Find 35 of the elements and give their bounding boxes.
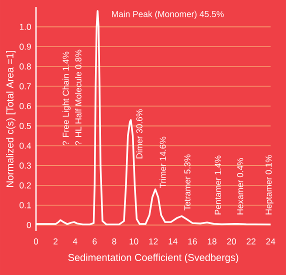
y-tick-label: 0.7 [20, 83, 31, 90]
annotation: ? HL Half Molecule 0.8% [75, 50, 82, 146]
annotation: ? Free Light Chain 1.4% [62, 52, 71, 146]
x-tick-label: 24 [266, 238, 276, 244]
annotation: Heptamer 0.1% [266, 155, 274, 214]
x-tick-label: 16 [188, 238, 197, 244]
y-tick-label: 0.4 [20, 142, 32, 149]
y-tick-label: 0 [26, 222, 31, 228]
annotation: Trimer 14.6% [160, 136, 166, 188]
x-axis-title: Sedimentation Coefficient (Svedbergs) [68, 254, 238, 263]
x-tick-label: 12 [149, 238, 158, 244]
x-tick-label: 6 [92, 238, 97, 244]
x-tick-label: 20 [227, 238, 236, 244]
x-tick-label: 2 [54, 238, 58, 244]
y-tick-label: 0.6 [20, 103, 31, 110]
x-tick-label: 10 [130, 238, 138, 244]
annotation: Main Peak (Monomer) 45.5% [112, 10, 224, 19]
annotation: Pentamer 1.4% [214, 156, 221, 214]
x-tick-label: 22 [246, 238, 256, 244]
y-tick-label: 0.5 [20, 122, 31, 129]
y-axis-title: Normalized c(s) [Total Area =1] [6, 50, 16, 187]
x-tick-label: 18 [208, 238, 216, 244]
y-tick-label: 0.8 [20, 63, 31, 70]
annotation: Hexamer 0.4% [237, 158, 244, 214]
x-tick-label: 8 [112, 238, 116, 244]
x-tick-label: 0 [34, 238, 38, 244]
y-tick-label: 0.2 [20, 182, 31, 188]
y-tick-label: 0.9 [20, 44, 31, 50]
annotation: Tetramer 5.3% [184, 154, 190, 210]
y-tick-label: 0.3 [20, 162, 31, 169]
y-tick-label: 1.0 [20, 24, 31, 30]
y-tick-label: 0.1 [20, 202, 31, 208]
annotation: Dimer 30.6% [136, 109, 142, 158]
x-tick-label: 4 [72, 238, 78, 244]
x-tick-label: 14 [168, 238, 178, 244]
